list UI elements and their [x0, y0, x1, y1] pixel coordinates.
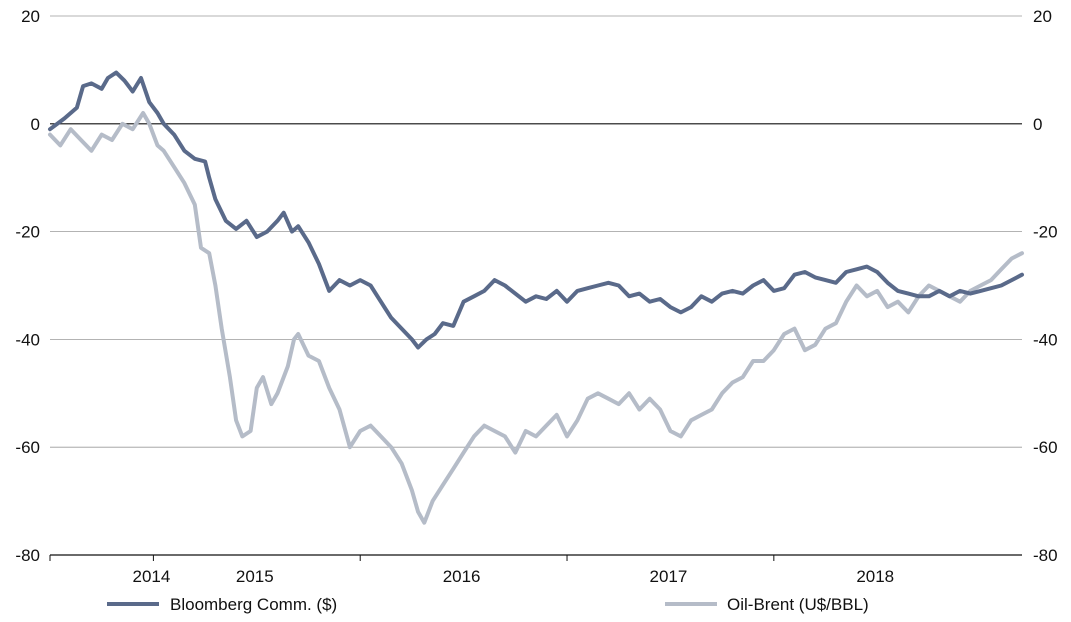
series-line-bloomberg-comm	[48, 70, 1024, 350]
x-tick-label: 2018	[856, 567, 894, 586]
y-tick-label-left: -80	[15, 546, 40, 565]
x-tick-label: 2014	[132, 567, 170, 586]
y-tick-label-left: -60	[15, 438, 40, 457]
y-tick-label-right: -80	[1033, 546, 1058, 565]
y-tick-label-right: 20	[1033, 7, 1052, 26]
x-tick-label: 2016	[443, 567, 481, 586]
x-tick-label: 2015	[236, 567, 274, 586]
y-axis-left: 20 0 -20 -40 -60 -80	[15, 7, 40, 565]
legend-label-bloomberg-comm: Bloomberg Comm. ($)	[170, 595, 337, 614]
y-tick-label-right: -60	[1033, 438, 1058, 457]
x-tick-label: 2017	[650, 567, 688, 586]
y-axis-right: 20 0 -20 -40 -60 -80	[1033, 7, 1058, 565]
y-tick-label-right: 0	[1033, 115, 1042, 134]
legend-label-oil-brent: Oil-Brent (U$/BBL)	[727, 595, 869, 614]
y-tick-label-left: 20	[21, 7, 40, 26]
y-tick-label-right: -40	[1033, 330, 1058, 349]
series-line-oil-brent	[48, 111, 1024, 525]
y-tick-label-left: 0	[31, 115, 40, 134]
x-axis: 2014 2015 2016 2017 2018	[49, 555, 894, 586]
series-lines	[48, 70, 1024, 525]
y-tick-label-left: -20	[15, 223, 40, 242]
legend: Bloomberg Comm. ($) Oil-Brent (U$/BBL)	[107, 595, 869, 614]
y-tick-label-right: -20	[1033, 223, 1058, 242]
gridlines	[50, 15, 1022, 556]
y-tick-label-left: -40	[15, 330, 40, 349]
